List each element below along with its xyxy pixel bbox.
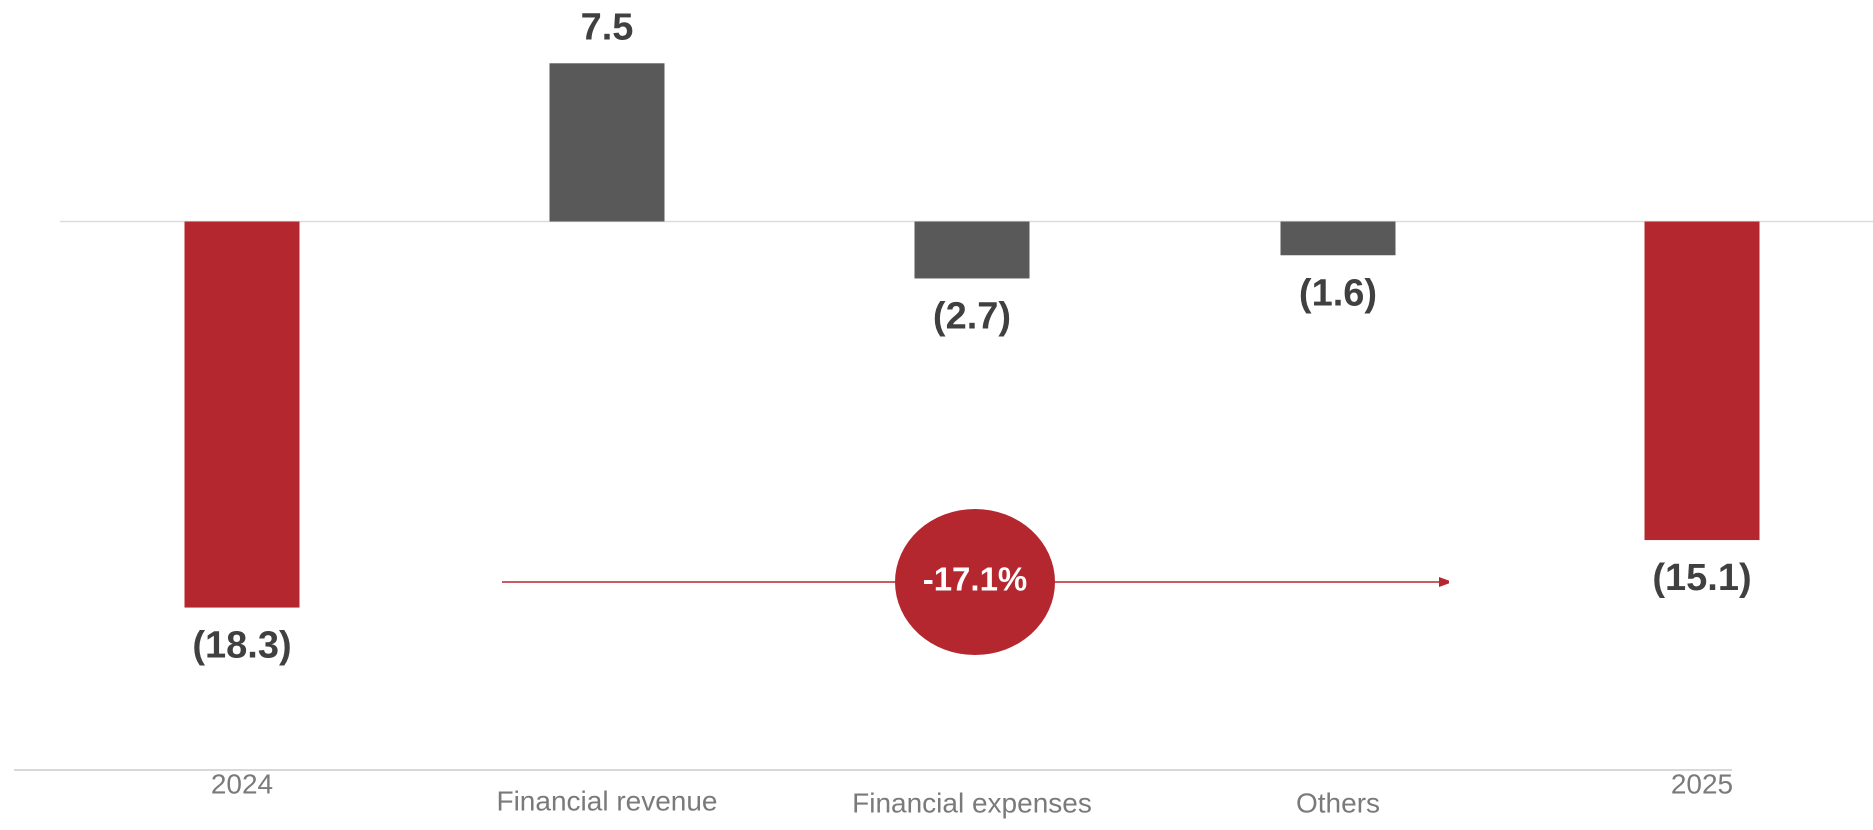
bar — [549, 63, 665, 222]
bar — [914, 221, 1030, 279]
value-label: (2.7) — [933, 295, 1011, 337]
x-tick-label: 2025 — [1671, 768, 1733, 799]
x-tick-label: 2024 — [211, 768, 273, 799]
x-tick-label: Financial expenses — [852, 787, 1092, 818]
bar — [184, 221, 300, 608]
bar — [1280, 221, 1396, 256]
value-label: (15.1) — [1652, 557, 1751, 599]
value-label: (1.6) — [1299, 272, 1377, 314]
annotation-label: -17.1% — [923, 561, 1028, 598]
x-tick-label: Others — [1296, 787, 1380, 818]
x-tick-label: Financial revenue — [496, 785, 717, 816]
value-label: 7.5 — [581, 6, 634, 48]
annotation-bubble — [895, 509, 1055, 655]
value-label: (18.3) — [192, 625, 291, 667]
bar — [1644, 221, 1760, 541]
